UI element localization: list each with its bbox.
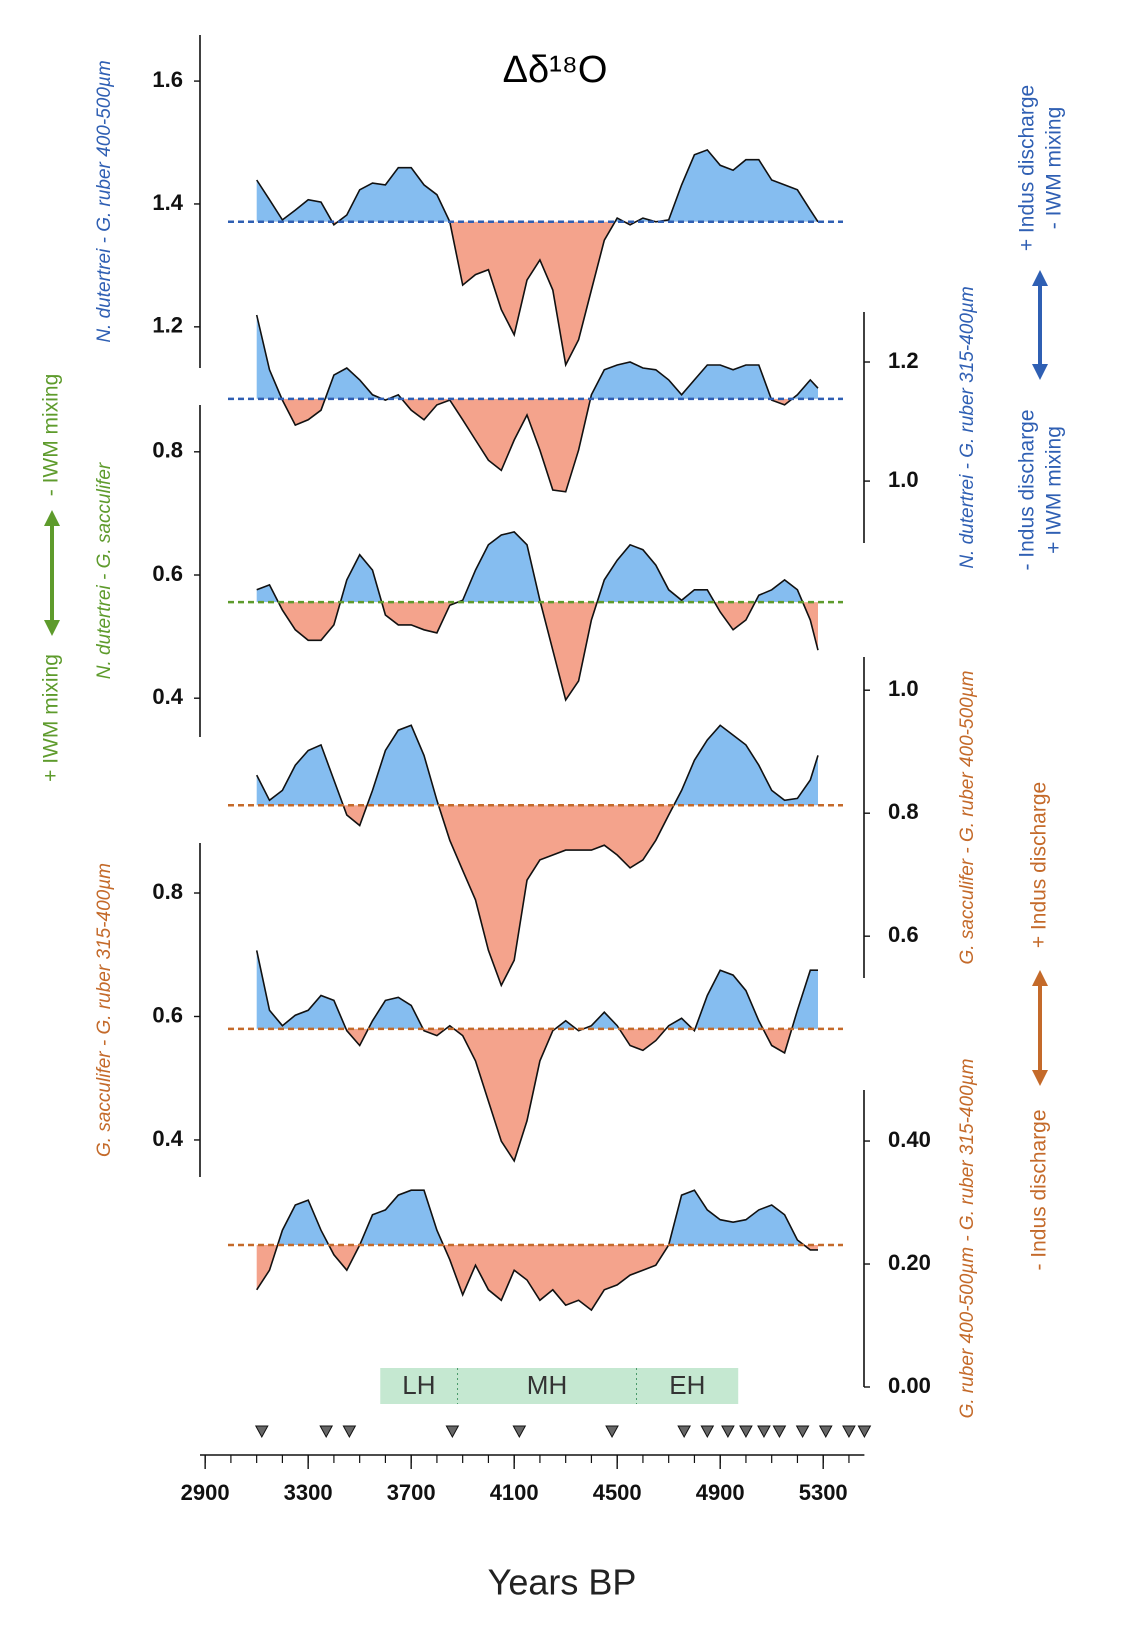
sample-marker [772,1425,787,1439]
y-tick-label: 1.6 [152,67,183,92]
y-tick-label: 1.4 [152,190,183,215]
x-tick-label: 5300 [799,1480,848,1505]
sample-marker [605,1425,619,1439]
annotation: + Indus discharge [1028,782,1051,948]
sample-marker [319,1425,334,1439]
y-tick-label: 1.2 [888,348,919,373]
y-tick-label: 0.00 [888,1373,931,1398]
period-band [636,1368,739,1404]
sample-marker [721,1425,735,1439]
series-line [256,1189,818,1312]
area-above [256,725,818,806]
annotation: - IWM mixing [1043,107,1066,230]
y-axis-label: N. dutertrei - G. ruber 400-500µm [94,60,115,342]
sample-marker [512,1425,527,1439]
period-band [457,1368,637,1404]
x-axis-label: Years BP [488,1562,637,1603]
y-tick-label: 0.6 [152,1002,183,1027]
y-tick-label: 0.8 [152,879,183,904]
series-line [256,531,819,702]
annotation: - IWM mixing [40,374,63,497]
sample-marker [677,1425,691,1439]
x-tick-label: 4100 [490,1480,539,1505]
area-below [256,221,818,365]
y-axis-label: G. sacculifer - G. ruber 400-500µm [957,671,978,965]
y-tick-label: 0.6 [152,561,183,586]
area-below [256,1028,818,1161]
area-above [256,149,818,222]
sample-marker [445,1425,460,1439]
sample-marker [700,1425,715,1439]
annotation: + Indus discharge [1016,85,1039,251]
sample-marker [342,1425,357,1439]
x-tick-label: 2900 [181,1480,230,1505]
y-tick-label: 1.0 [888,676,919,701]
y-tick-label: 0.8 [888,799,919,824]
annotation: - Indus discharge [1028,1109,1051,1270]
x-tick-label: 3700 [387,1480,436,1505]
chart-title: Δδ¹⁸O [503,49,608,91]
period-label: MH [527,1370,567,1400]
y-tick-label: 1.2 [152,313,183,338]
area-above [256,950,818,1029]
area-below [256,1244,818,1311]
x-tick-label: 4500 [593,1480,642,1505]
y-tick-label: 0.4 [152,1126,183,1151]
series-line [256,148,819,368]
sample-marker [795,1425,810,1439]
y-tick-label: 0.6 [888,922,919,947]
annotation: + IWM mixing [40,654,63,782]
y-axis-label: N. dutertrei - G. ruber 315-400µm [957,286,978,568]
annotation: - Indus discharge [1016,409,1039,570]
y-axis-label: N. dutertrei - G. sacculifer [94,462,115,679]
annotation: + IWM mixing [1043,426,1066,554]
area-below [343,805,674,986]
area-above [256,315,818,399]
area-below [256,398,818,492]
sample-marker [857,1425,872,1439]
area-below [256,602,818,700]
y-tick-label: 1.0 [888,467,919,492]
sample-marker [842,1425,856,1439]
y-tick-label: 0.4 [152,684,183,709]
sample-marker [254,1425,269,1439]
y-axis-label: G. sacculifer - G. ruber 315-400µm [94,863,115,1157]
y-tick-label: 0.8 [152,438,183,463]
sample-marker [739,1425,753,1439]
sample-marker [757,1425,771,1439]
period-label: LH [402,1370,435,1400]
period-band [380,1368,458,1404]
series-line [255,724,819,988]
series-line [255,950,818,1163]
series-line [255,314,819,493]
y-tick-label: 0.40 [888,1127,931,1152]
x-tick-label: 4900 [696,1480,745,1505]
area-above [256,531,803,603]
y-axis-label: G. ruber 400-500µm - G. ruber 315-400µm [957,1059,978,1419]
x-tick-label: 3300 [284,1480,333,1505]
y-tick-label: 0.20 [888,1250,931,1275]
period-label: EH [669,1370,705,1400]
sample-marker [818,1425,833,1439]
